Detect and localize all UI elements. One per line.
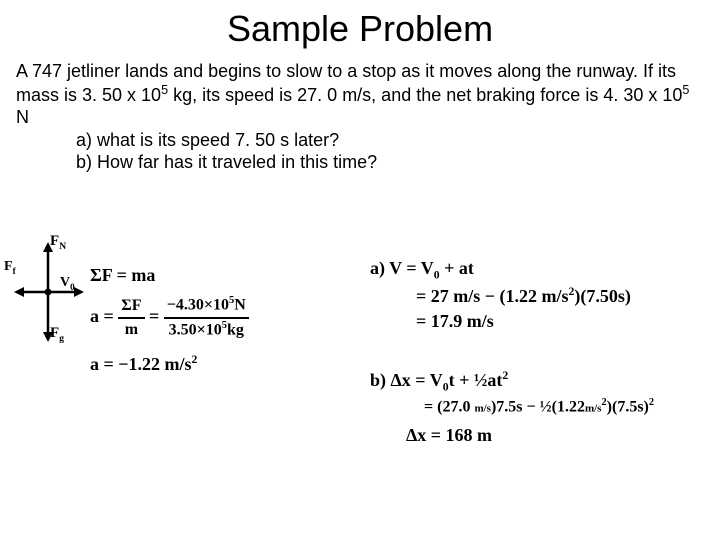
question-b: b) How far has it traveled in this time?	[16, 151, 704, 174]
a-line1: a) V = V0 + at	[370, 256, 700, 284]
problem-line1c: N	[16, 107, 29, 127]
a-line2: = 27 m/s − (1.22 m/s2)(7.50s)	[370, 284, 700, 309]
work-left: ΣF = ma a = ΣFm = −4.30×105N 3.50×105kg …	[90, 263, 350, 377]
question-a: a) what is its speed 7. 50 s later?	[16, 129, 704, 152]
eq-newton: ΣF = ma	[90, 263, 350, 288]
problem-line1b: kg, its speed is 27. 0 m/s, and the net …	[168, 85, 682, 105]
work-part-a: a) V = V0 + at = 27 m/s − (1.22 m/s2)(7.…	[370, 256, 700, 334]
eq-accel-result: a = −1.22 m/s2	[90, 352, 350, 377]
exp2: 5	[682, 83, 689, 97]
page-title: Sample Problem	[0, 8, 720, 50]
b-line3: Δx = 168 m	[370, 423, 710, 448]
problem-statement: A 747 jetliner lands and begins to slow …	[0, 60, 720, 174]
eq-accel: a = ΣFm = −4.30×105N 3.50×105kg	[90, 294, 350, 341]
b-line2: = (27.0 m/s)7.5s − ½(1.22m/s2)(7.5s)2	[370, 396, 710, 419]
fbd-labels: FN Fg Ff V0	[6, 233, 86, 353]
b-line1: b) Δx = V0t + ½at2	[370, 368, 710, 396]
a-line3: = 17.9 m/s	[370, 309, 700, 334]
work-part-b: b) Δx = V0t + ½at2 = (27.0 m/s)7.5s − ½(…	[370, 368, 710, 448]
